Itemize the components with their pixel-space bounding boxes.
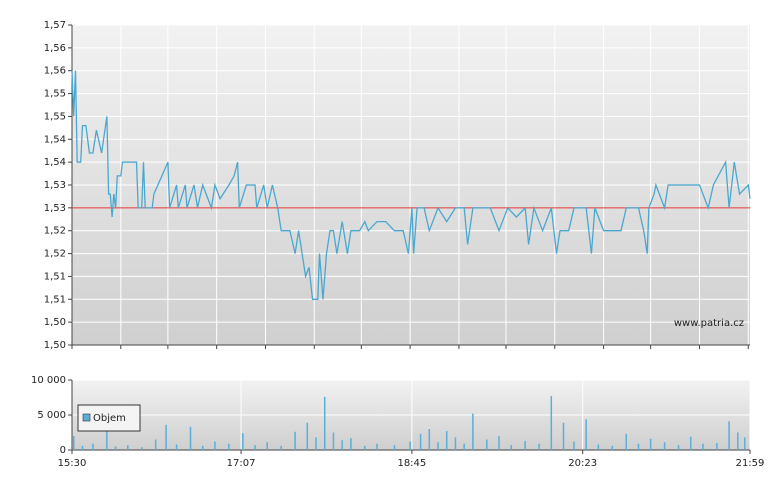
- volume-bar: [175, 444, 178, 450]
- volume-bar: [364, 445, 366, 450]
- y-tick-label: 1,54: [44, 157, 66, 168]
- volume-bar: [106, 426, 108, 450]
- volume-bar: [737, 432, 739, 450]
- volume-bar: [201, 445, 204, 450]
- volume-bar: [154, 439, 157, 450]
- volume-bar: [419, 433, 422, 450]
- volume-bar: [585, 419, 587, 450]
- volume-bar: [550, 396, 553, 450]
- x-tick-label: 21:59: [736, 458, 765, 469]
- volume-bar: [486, 439, 488, 450]
- volume-bar: [463, 443, 465, 450]
- volume-bar: [472, 413, 474, 450]
- volume-bar: [294, 431, 296, 450]
- y-tick-label: 1,50: [44, 317, 66, 328]
- watermark: www.patria.cz: [674, 318, 744, 329]
- y-tick-label: 1,52: [44, 226, 66, 237]
- y-tick-label: 1,52: [44, 249, 66, 260]
- volume-bar: [562, 422, 565, 450]
- volume-bar: [280, 445, 282, 450]
- y-tick-label: 1,55: [44, 111, 66, 122]
- volume-bar: [165, 424, 167, 450]
- volume-bar: [214, 441, 216, 450]
- volume-bar: [393, 445, 396, 450]
- volume-bar: [611, 445, 614, 450]
- volume-bar: [428, 429, 431, 450]
- volume-bar: [625, 433, 628, 450]
- volume-bar: [524, 440, 526, 450]
- volume-bar: [498, 436, 500, 450]
- volume-bar: [114, 446, 117, 450]
- volume-bar: [445, 431, 448, 450]
- price-line: [71, 70, 751, 300]
- volume-bar: [510, 445, 512, 450]
- x-tick-label: 20:23: [568, 458, 597, 469]
- volume-bar: [689, 436, 692, 450]
- volume-bar: [573, 441, 575, 450]
- volume-bar: [409, 441, 411, 450]
- volume-bar: [677, 445, 680, 450]
- y-tick-label: 1,51: [44, 271, 66, 282]
- volume-bar: [702, 443, 704, 450]
- volume-bar: [254, 445, 256, 450]
- legend-label: Objem: [93, 413, 126, 424]
- y-tick-label: 10 000: [31, 375, 66, 386]
- x-tick-label: 17:07: [227, 458, 256, 469]
- volume-bar: [306, 422, 309, 450]
- volume-bar: [728, 421, 730, 450]
- y-tick-label: 1,53: [44, 180, 66, 191]
- volume-bar: [92, 443, 94, 450]
- volume-bar: [228, 443, 230, 450]
- volume-bar: [744, 437, 746, 450]
- volume-bar: [81, 445, 84, 450]
- y-tick-label: 0: [60, 445, 66, 456]
- x-tick-label: 15:30: [58, 458, 87, 469]
- y-tick-label: 1,53: [44, 203, 66, 214]
- x-tick-label: 18:45: [397, 458, 426, 469]
- volume-bar: [266, 442, 268, 450]
- volume-bar: [140, 447, 143, 450]
- legend-swatch: [82, 413, 91, 422]
- y-tick-label: 1,56: [44, 66, 66, 77]
- volume-bar: [716, 443, 718, 450]
- volume-bar: [72, 436, 75, 450]
- y-tick-label: 1,56: [44, 43, 66, 54]
- volume-bar: [341, 440, 343, 450]
- volume-bar: [649, 438, 652, 450]
- volume-bar: [242, 433, 244, 450]
- y-tick-label: 1,57: [44, 20, 66, 31]
- y-tick-label: 1,55: [44, 89, 66, 100]
- volume-bar: [637, 443, 640, 450]
- volume-bar: [189, 426, 192, 450]
- volume-bar: [332, 432, 335, 450]
- volume-bar: [597, 444, 600, 450]
- volume-bar: [323, 396, 326, 450]
- y-tick-label: 5 000: [37, 410, 66, 421]
- y-tick-label: 1,51: [44, 294, 66, 305]
- y-tick-label: 1,54: [44, 134, 66, 145]
- volume-bar: [454, 437, 457, 450]
- y-tick-label: 1,50: [44, 340, 66, 351]
- volume-bar: [315, 437, 317, 450]
- volume-bar: [437, 442, 439, 450]
- volume-bar: [127, 445, 129, 450]
- volume-bar: [538, 443, 540, 450]
- volume-bar: [350, 438, 352, 450]
- volume-bar: [376, 443, 378, 450]
- volume-bar: [663, 442, 666, 450]
